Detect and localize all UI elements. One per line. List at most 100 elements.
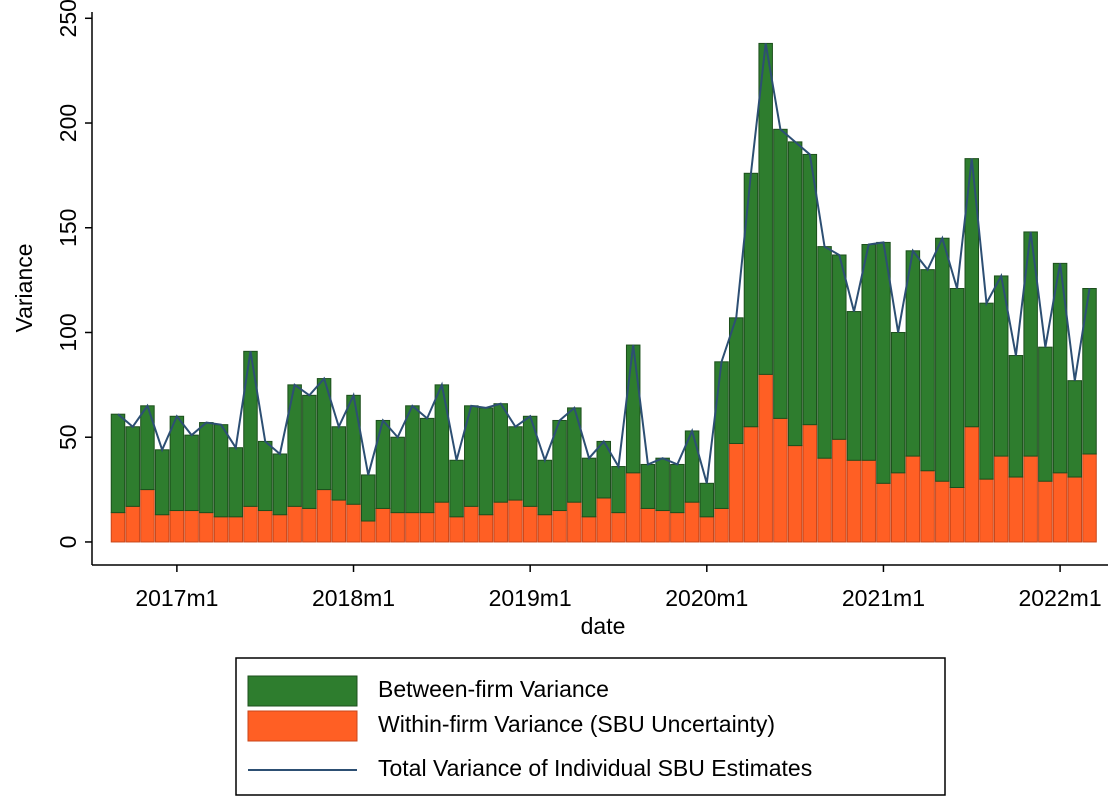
bar-segment [625,472,641,543]
bar-segment [979,478,994,543]
bar-segment [699,482,715,518]
bar-segment [478,407,494,516]
bar-segment [1038,480,1053,543]
y-tick-label: 200 [55,104,81,142]
x-tick-label: 2017m1 [135,585,218,611]
bar-segment [611,466,626,514]
bar-segment [802,424,818,543]
bar-segment [1008,355,1024,478]
bar-segment [964,426,980,543]
bar-segment [861,459,876,543]
bar-segment [1067,380,1083,478]
legend-swatch [247,675,358,707]
bar-segment [287,505,302,543]
bar-segment [1023,455,1038,543]
y-axis-title: Variance [11,243,37,332]
bar-segment [434,384,450,503]
bar-segment [419,512,435,543]
bar-segment [390,436,405,514]
bar-segment [817,457,832,543]
bar-segment [257,510,273,543]
legend-label: Within-firm Variance (SBU Uncertainty) [378,711,775,737]
bar-segment [537,459,553,516]
bar-segment [199,512,214,543]
bar-segment [419,417,435,514]
bar-segment [184,510,199,543]
legend-swatch [247,710,358,742]
bar-segment [140,489,155,543]
bar-segment [169,415,185,512]
bar-segment [581,516,597,543]
bar-segment [935,480,950,543]
x-axis-title: date [581,613,626,639]
x-tick-label: 2020m1 [665,585,748,611]
bar-segment [655,510,670,543]
legend-label: Total Variance of Individual SBU Estimat… [378,755,812,781]
bar-segment [714,361,729,509]
bar-segment [478,514,494,543]
bar-segment [832,254,847,440]
bar-segment [920,269,935,472]
bar-segment [552,510,567,543]
bar-segment [890,472,906,543]
bar-segment [773,417,788,543]
bar-segment [905,455,921,543]
y-tick-label: 50 [55,424,81,450]
bar-segment [508,499,523,543]
legend-box [235,657,946,796]
bar-segment [949,486,965,543]
bar-segment [655,457,670,512]
bar-segment [773,128,788,419]
bar-segment [493,501,508,543]
x-tick-label: 2018m1 [312,585,395,611]
bar-segment [567,501,582,543]
bar-segment [213,516,229,543]
bar-segment [935,237,950,482]
total-line [117,43,1091,484]
bar-segment [346,503,361,543]
y-tick-label: 150 [55,209,81,247]
bar-segment [846,459,862,543]
bar-segment [522,505,538,543]
bar-segment [360,474,376,522]
bar-segment [464,505,479,543]
bar-segment [684,501,700,543]
bar-segment [184,434,199,512]
bar-segment [979,302,994,480]
bar-segment [213,424,229,518]
x-tick-label: 2019m1 [489,585,572,611]
y-tick-label: 0 [55,536,81,549]
bar-segment [699,516,715,543]
bar-segment [581,457,597,518]
bar-segment [1052,472,1068,543]
bar-segment [743,426,759,543]
bar-segment [625,344,641,474]
bar-segment [611,512,626,543]
bar-segment [257,440,273,512]
bar-segment [670,512,685,543]
bar-segment [949,288,965,488]
bar-segment [272,514,288,543]
bar-segment [728,443,744,543]
bar-segment [360,520,376,543]
bar-segment [1038,346,1053,482]
bar-segment [110,512,126,543]
bar-segment [449,459,464,518]
bar-segment [302,394,317,509]
bar-segment [670,463,685,514]
bar-segment [1082,453,1097,543]
legend-label: Between-firm Variance [378,676,609,702]
bar-segment [508,426,523,501]
bar-segment [110,413,126,514]
bar-segment [272,453,288,516]
bar-segment [125,505,140,543]
bar-segment [228,516,244,543]
bar-segment [787,141,803,447]
y-tick-label: 100 [55,313,81,351]
bar-segment [316,489,332,543]
bar-segment [817,246,832,459]
bar-segment [125,426,140,507]
bar-segment [493,403,508,503]
bar-segment [758,373,773,543]
